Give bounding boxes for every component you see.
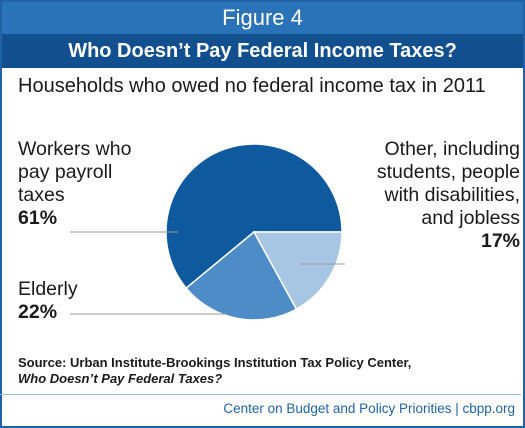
footer-credit: Center on Budget and Policy Priorities |… xyxy=(223,401,515,416)
slice-name-other-3: with disabilities, xyxy=(384,184,520,206)
slice-name-other-2: students, people xyxy=(376,161,520,183)
slice-name-other-1: Other, including xyxy=(384,138,520,160)
slice-name-workers-1: Workers who xyxy=(18,138,132,160)
figure-label: Figure 4 xyxy=(2,2,523,34)
slice-name-elderly: Elderly xyxy=(18,278,78,300)
slice-name-other-4: and jobless xyxy=(421,207,520,229)
slice-value-elderly: 22% xyxy=(18,301,58,323)
chart-subtitle: Households who owed no federal income ta… xyxy=(18,75,486,97)
pie-slice-other xyxy=(252,231,343,311)
source-note: Source: Urban Institute-Brookings Instit… xyxy=(18,355,411,387)
slice-value-workers: 61% xyxy=(18,207,58,229)
slice-label-elderly: Elderly 22% xyxy=(18,278,138,324)
slice-name-workers-3: taxes xyxy=(18,184,65,206)
slice-name-workers-2: pay payroll xyxy=(18,161,113,183)
source-line-1: Source: Urban Institute-Brookings Instit… xyxy=(18,355,412,370)
slice-value-other: 17% xyxy=(480,230,520,252)
chart-title: Who Doesn’t Pay Federal Income Taxes? xyxy=(2,34,523,68)
footer-divider xyxy=(0,394,521,395)
pie-slice-elderly xyxy=(185,230,298,321)
source-line-2: Who Doesn’t Pay Federal Taxes? xyxy=(18,371,223,386)
slice-label-other: Other, including students, people with d… xyxy=(345,138,520,253)
pie-slice-workers xyxy=(165,143,343,290)
slice-label-workers: Workers who pay payroll taxes 61% xyxy=(18,138,168,230)
